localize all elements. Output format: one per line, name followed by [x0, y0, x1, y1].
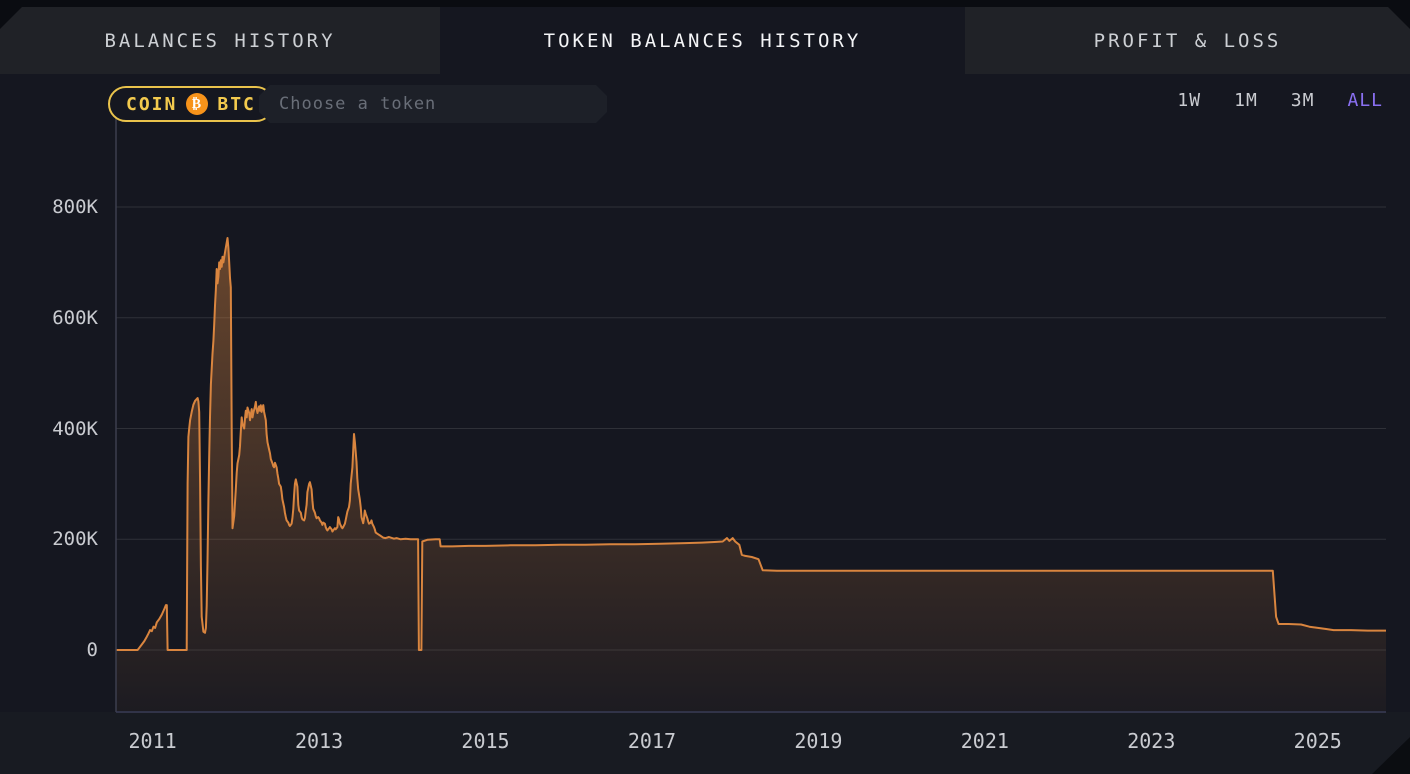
coin-badge[interactable]: COIN ₿ BTC [108, 86, 274, 122]
range-switcher: 1W 1M 3M ALL [1177, 90, 1383, 111]
y-tick-label: 200K [52, 528, 98, 551]
y-tick-label: 0 [86, 639, 98, 661]
coin-badge-symbol: BTC [217, 93, 256, 115]
x-tick-label: 2017 [627, 729, 677, 753]
x-tick-label: 2011 [128, 729, 177, 753]
tab-token-balances-history[interactable]: TOKEN BALANCES HISTORY [440, 7, 965, 74]
x-tick-label: 2023 [1127, 729, 1176, 753]
range-all[interactable]: ALL [1347, 90, 1383, 111]
y-tick-label: 800K [52, 196, 98, 218]
x-tick-label: 2025 [1293, 729, 1342, 753]
range-1m[interactable]: 1M [1234, 90, 1258, 111]
tab-profit-loss[interactable]: PROFIT & LOSS [965, 7, 1410, 74]
balance-area-fill [116, 238, 1386, 711]
bitcoin-icon: ₿ [186, 93, 209, 115]
range-3m[interactable]: 3M [1290, 90, 1315, 111]
balance-line [116, 237, 1386, 651]
x-axis-strip [0, 712, 1410, 774]
y-tick-label: 600K [52, 306, 98, 329]
x-tick-label: 2015 [461, 729, 510, 753]
tab-bar: BALANCES HISTORY TOKEN BALANCES HISTORY … [0, 0, 1410, 74]
range-1w[interactable]: 1W [1177, 90, 1202, 111]
token-search-input[interactable] [259, 85, 607, 123]
coin-badge-prefix: COIN [126, 93, 178, 115]
y-tick-label: 400K [52, 417, 98, 440]
x-tick-label: 2013 [294, 729, 344, 753]
x-tick-label: 2021 [960, 729, 1009, 753]
x-tick-label: 2019 [794, 729, 843, 753]
tab-balances-history[interactable]: BALANCES HISTORY [0, 7, 440, 74]
